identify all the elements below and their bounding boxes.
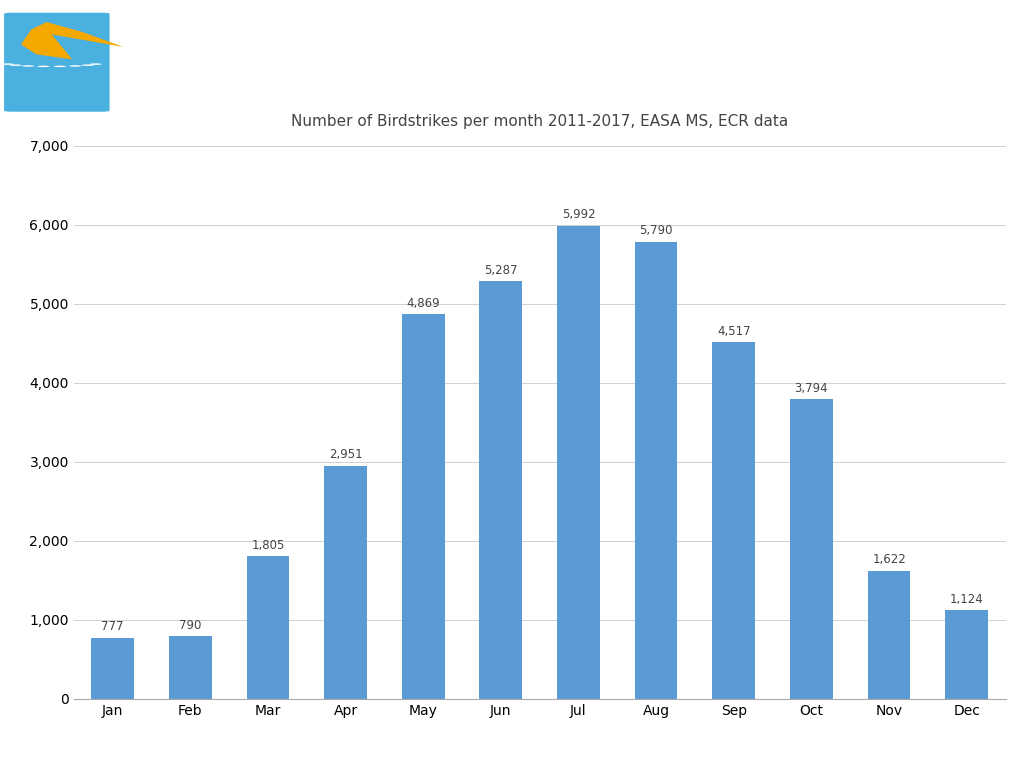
Bar (479, 281, 522, 699)
Circle shape (89, 64, 101, 65)
Circle shape (54, 65, 67, 67)
FancyBboxPatch shape (4, 13, 110, 111)
Circle shape (37, 65, 49, 67)
Title: Number of Birdstrikes per month 2011-2017, EASA MS, ECR data: Number of Birdstrikes per month 2011-201… (291, 114, 788, 130)
Text: 1,124: 1,124 (950, 593, 984, 606)
Circle shape (2, 64, 14, 65)
Circle shape (9, 65, 22, 66)
Bar (247, 556, 289, 699)
Bar (169, 637, 212, 699)
Text: 2,951: 2,951 (329, 449, 362, 462)
Text: ECR Birdstrike data – Birdstrikes per: ECR Birdstrike data – Birdstrikes per (116, 28, 913, 66)
Text: WBA CONFERENCE, 19 - 21 November 2018, Warsaw, POLAND: WBA CONFERENCE, 19 - 21 November 2018, W… (272, 737, 752, 753)
Bar (557, 226, 600, 699)
Circle shape (82, 65, 94, 66)
Circle shape (70, 65, 82, 67)
Text: 3,794: 3,794 (795, 382, 828, 395)
Circle shape (22, 65, 34, 67)
Bar (791, 399, 833, 699)
Text: 5,287: 5,287 (484, 264, 517, 277)
Bar (325, 465, 367, 699)
Text: 777: 777 (101, 620, 124, 633)
Bar (945, 610, 988, 699)
Text: 1,622: 1,622 (872, 554, 906, 567)
Text: 4,517: 4,517 (717, 325, 751, 338)
Text: 4,869: 4,869 (407, 297, 440, 310)
Text: 1,805: 1,805 (251, 539, 285, 552)
Bar (635, 241, 678, 699)
Text: 5,790: 5,790 (639, 224, 673, 237)
Bar (91, 637, 134, 699)
Text: 790: 790 (179, 619, 202, 632)
Text: 19/11/2018: 19/11/2018 (12, 737, 99, 753)
Text: 5,992: 5,992 (561, 208, 595, 221)
Bar (713, 342, 755, 699)
Bar (401, 314, 444, 699)
Bar (867, 571, 910, 699)
Text: 14: 14 (992, 737, 1012, 753)
FancyBboxPatch shape (0, 7, 121, 118)
Text: month: month (116, 78, 257, 116)
Polygon shape (20, 22, 123, 59)
